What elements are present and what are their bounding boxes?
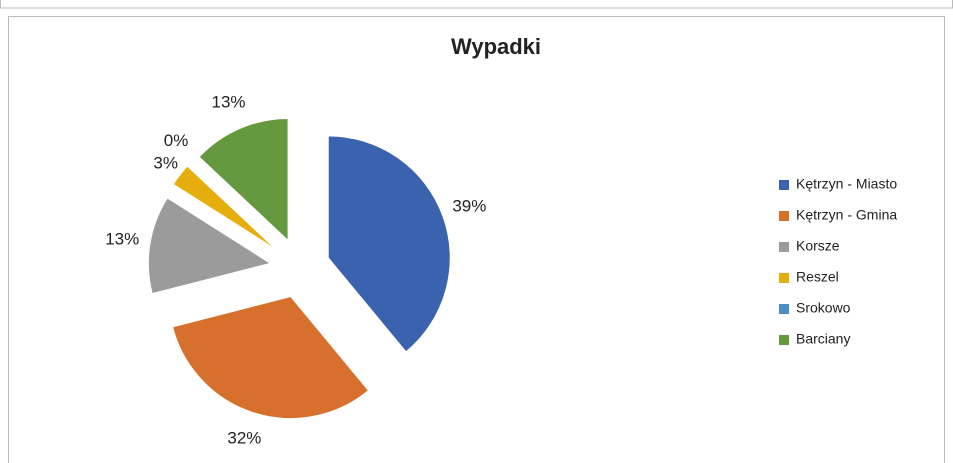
pie-slice bbox=[172, 165, 277, 251]
legend-label: Srokowo bbox=[796, 300, 851, 316]
legend-swatch bbox=[779, 180, 789, 190]
legend-label: Barciany bbox=[796, 331, 850, 347]
frame-top bbox=[0, 0, 953, 9]
data-label: 39% bbox=[452, 197, 486, 216]
pie-slice bbox=[198, 117, 289, 242]
data-label: 13% bbox=[211, 92, 245, 111]
data-label: 3% bbox=[153, 153, 178, 172]
chart-title: Wypadki bbox=[451, 34, 541, 59]
legend-label: Kętrzyn - Miasto bbox=[796, 176, 897, 192]
legend-swatch bbox=[779, 211, 789, 221]
pie-slice bbox=[147, 197, 272, 295]
legend-swatch bbox=[779, 335, 789, 345]
pie-slice bbox=[188, 163, 279, 248]
data-label: 0% bbox=[164, 131, 189, 150]
legend-label: Kętrzyn - Gmina bbox=[796, 207, 897, 223]
legend-label: Reszel bbox=[796, 269, 839, 285]
legend-swatch bbox=[779, 304, 789, 314]
legend-label: Korsze bbox=[796, 238, 840, 254]
data-label: 32% bbox=[227, 429, 261, 448]
legend-swatch bbox=[779, 273, 789, 283]
data-label: 13% bbox=[105, 229, 139, 248]
pie-slice bbox=[327, 135, 451, 353]
legend-swatch bbox=[779, 242, 789, 252]
pie-slice bbox=[171, 295, 370, 420]
